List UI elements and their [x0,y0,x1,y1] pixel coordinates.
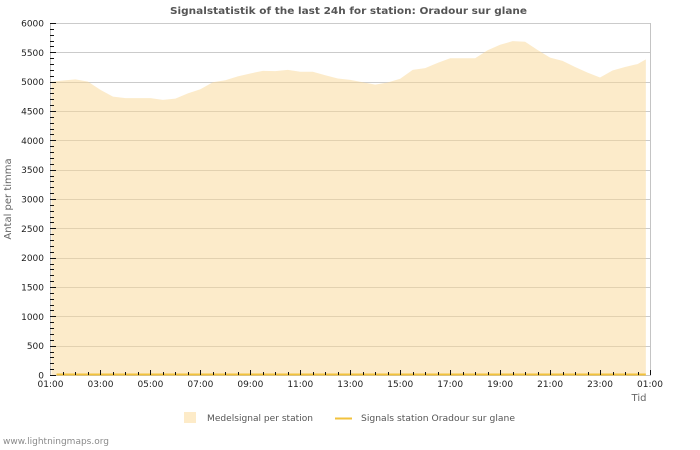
y-tick-label: 2000 [21,254,44,264]
area-series-medelsignal [51,41,646,375]
legend-item-station-signals: Signals station Oradour sur glane [335,414,515,424]
y-tick-label: 3500 [21,166,44,176]
y-tick-label: 6000 [21,20,44,30]
y-axis-label: Antal per timma [3,158,14,239]
x-tick-label: 01:00 [637,380,663,390]
y-tick-label: 0 [38,372,44,382]
x-tick-label: 15:00 [387,380,413,390]
y-tick-label: 4000 [21,137,44,147]
x-tick-label: 05:00 [137,380,163,390]
y-axis: 0 500 1000 1500 2000 2500 3000 3500 4000 4500 5000… [21,20,56,382]
y-tick-label: 500 [27,342,44,352]
y-tick-label: 5500 [21,49,44,59]
legend-label: Signals station Oradour sur glane [361,414,515,424]
y-tick-label: 3000 [21,196,44,206]
y-tick-label: 2500 [21,225,44,235]
y-tick-label: 4500 [21,108,44,118]
x-tick-label: 17:00 [437,380,463,390]
chart-title: Signalstatistik of the last 24h for stat… [170,6,527,17]
x-axis-label: Tid [631,393,647,404]
legend-area-swatch [184,412,196,423]
legend-label: Medelsignal per station [207,414,313,424]
x-tick-label: 21:00 [537,380,563,390]
x-axis: 01:00 03:00 05:00 07:00 09:00 11:00 13:00 15:00… [38,370,663,390]
legend-item-medelsignal: Medelsignal per station [184,412,313,424]
y-tick-label: 1500 [21,284,44,294]
area-fill [51,41,646,375]
x-tick-label: 01:00 [38,380,64,390]
source-credit: www.lightningmaps.org [3,437,109,447]
x-tick-label: 03:00 [87,380,113,390]
x-tick-label: 23:00 [587,380,613,390]
x-tick-label: 13:00 [337,380,363,390]
y-tick-label: 1000 [21,313,44,323]
x-tick-label: 09:00 [237,380,263,390]
y-tick-label: 5000 [21,78,44,88]
x-tick-label: 07:00 [187,380,213,390]
x-tick-label: 19:00 [487,380,513,390]
legend: Medelsignal per station Signals station … [184,412,515,424]
x-tick-label: 11:00 [287,380,313,390]
